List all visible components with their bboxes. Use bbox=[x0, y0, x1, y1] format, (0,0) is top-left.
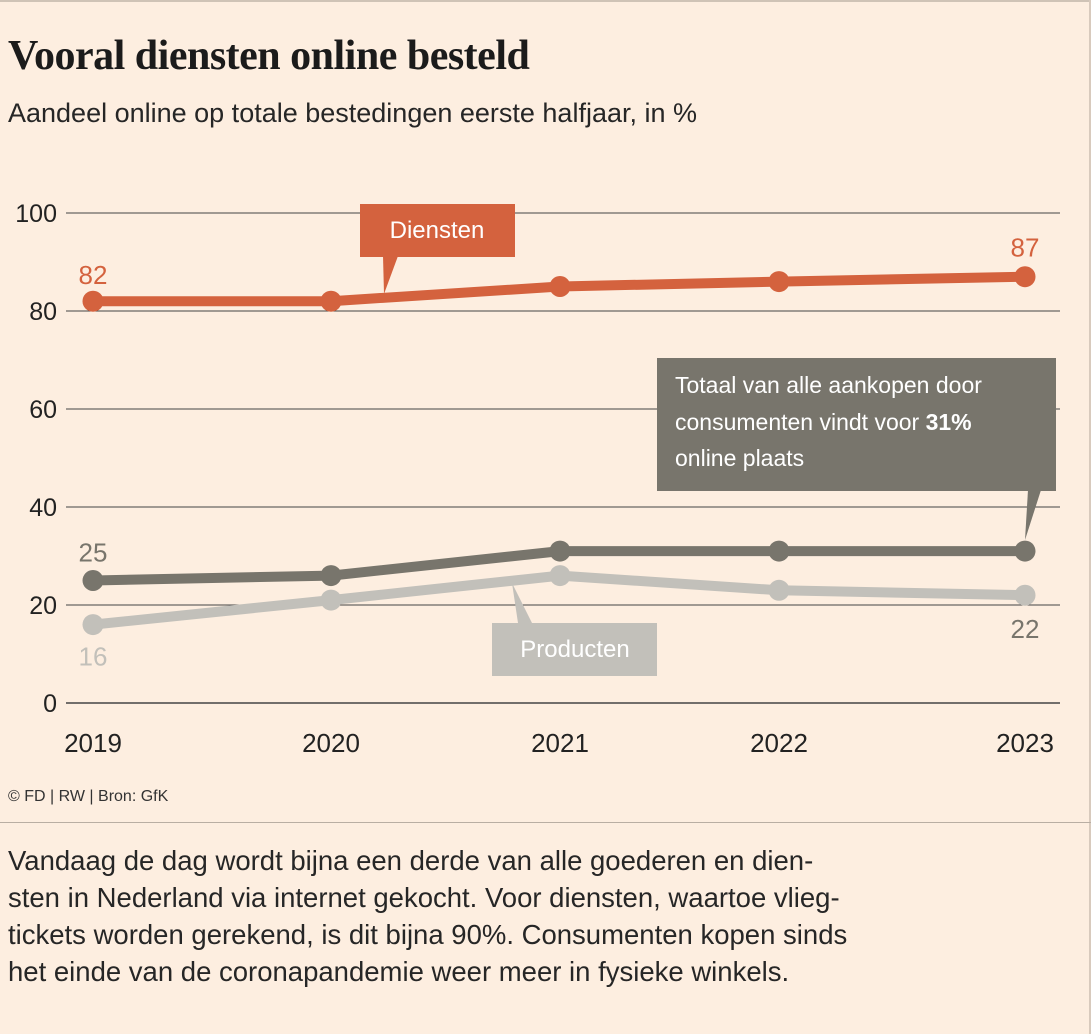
grid-layer bbox=[66, 212, 1060, 704]
totaal-point bbox=[82, 570, 104, 591]
y-tick-label: 100 bbox=[15, 200, 57, 228]
annotation-line-1: Totaal van alle aankopen door bbox=[675, 372, 982, 398]
annotation-box bbox=[657, 358, 1056, 491]
totaal-point bbox=[320, 565, 342, 587]
producten-point bbox=[82, 614, 104, 636]
totaal-point bbox=[549, 540, 571, 562]
annotation-line-3: online plaats bbox=[675, 445, 804, 471]
y-tick-label: 20 bbox=[29, 592, 57, 620]
diensten-legend: Diensten bbox=[360, 204, 515, 294]
diensten-point bbox=[1014, 266, 1036, 288]
producten-point bbox=[1014, 584, 1036, 606]
body-paragraph: Vandaag de dag wordt bijna een derde van… bbox=[8, 845, 848, 987]
producten-legend-pointer bbox=[512, 583, 532, 623]
diensten-legend-pointer bbox=[383, 256, 398, 294]
producten-legend-label: Producten bbox=[520, 636, 629, 663]
source-note: © FD | RW | Bron: GfK bbox=[8, 788, 169, 805]
series-layer bbox=[82, 266, 1036, 636]
y-tick-label: 60 bbox=[29, 396, 57, 424]
diensten-point bbox=[549, 276, 571, 297]
x-tick-label: 2019 bbox=[64, 728, 122, 758]
x-tick-label: 2020 bbox=[302, 728, 360, 758]
diensten-point bbox=[320, 290, 342, 312]
x-tick-labels: 2019 2020 2021 2022 2023 bbox=[64, 728, 1054, 758]
data-label: 16 bbox=[79, 642, 108, 672]
chart-title: Vooral diensten online besteld bbox=[8, 33, 530, 79]
totaal-point bbox=[768, 540, 790, 562]
svg-text:Totaal van alle aankopen door: Totaal van alle aankopen door consumente… bbox=[675, 372, 988, 471]
annotation-pointer bbox=[1025, 490, 1041, 540]
top-rule bbox=[0, 0, 1091, 2]
data-label: 82 bbox=[79, 260, 108, 290]
data-label: 25 bbox=[79, 538, 108, 568]
producten-legend: Producten bbox=[492, 583, 657, 676]
annotation-highlight: 31% bbox=[926, 409, 972, 435]
x-tick-label: 2023 bbox=[996, 728, 1054, 758]
y-tick-label: 80 bbox=[29, 298, 57, 326]
diensten-legend-box bbox=[360, 204, 515, 257]
y-tick-labels: 0 20 40 60 80 100 bbox=[15, 200, 57, 718]
diensten-point bbox=[768, 271, 790, 293]
chart-subtitle: Aandeel online op totale bestedingen eer… bbox=[8, 98, 698, 128]
y-tick-label: 40 bbox=[29, 494, 57, 522]
producten-point bbox=[549, 565, 571, 587]
diensten-point bbox=[82, 290, 104, 312]
diensten-legend-label: Diensten bbox=[390, 217, 485, 244]
producten-point bbox=[320, 589, 342, 611]
totaal-point bbox=[1014, 540, 1036, 562]
x-tick-label: 2021 bbox=[531, 728, 589, 758]
annotation-line-2: consumenten vindt voor bbox=[675, 409, 926, 435]
total-annotation: Totaal van alle aankopen door consumente… bbox=[657, 358, 1056, 540]
y-tick-label: 0 bbox=[43, 690, 57, 718]
producten-point bbox=[768, 579, 790, 601]
data-label: 87 bbox=[1011, 233, 1040, 263]
line-chart: 0 20 40 60 80 100 2019 2020 2021 2022 2023 Dienst… bbox=[15, 200, 1060, 758]
data-labels: 82 87 25 16 22 bbox=[79, 233, 1040, 672]
producten-legend-box bbox=[492, 623, 657, 676]
data-label: 22 bbox=[1011, 614, 1040, 644]
x-tick-label: 2022 bbox=[750, 728, 808, 758]
right-rule bbox=[1089, 0, 1091, 1034]
divider bbox=[0, 822, 1091, 823]
